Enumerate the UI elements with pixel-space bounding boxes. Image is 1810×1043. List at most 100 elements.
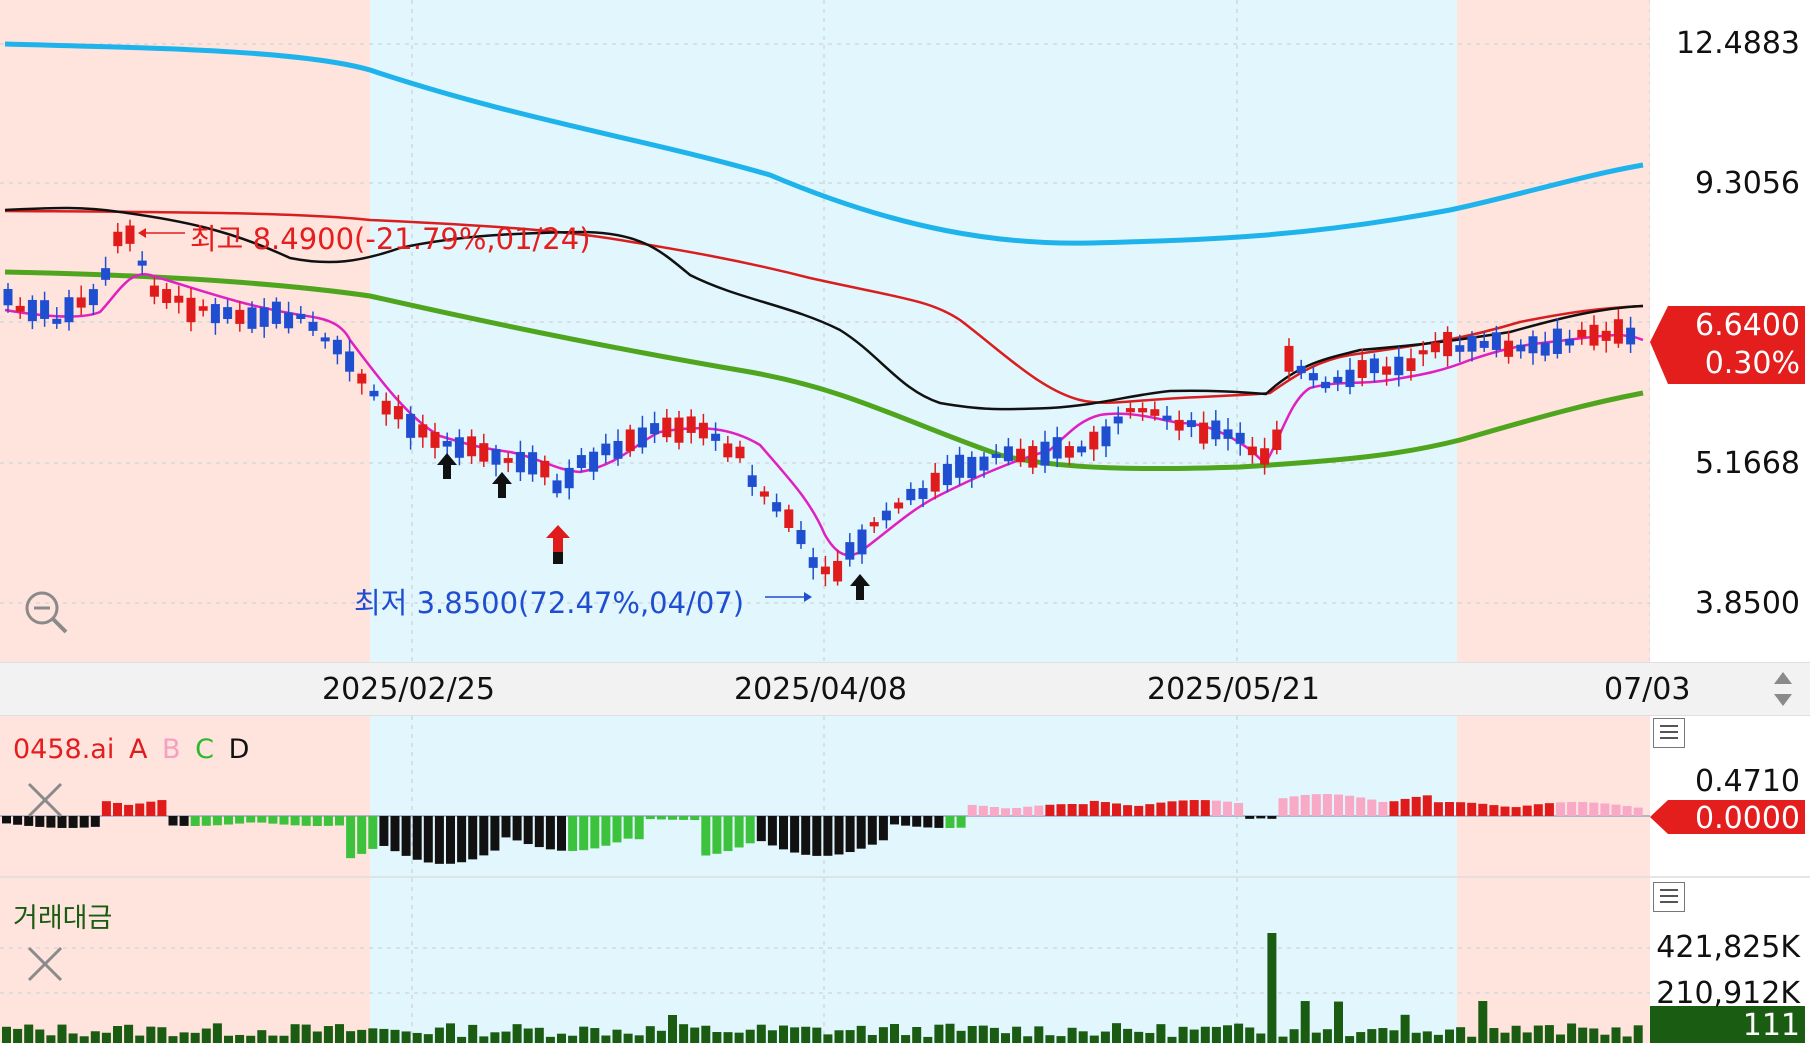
indicator-bar <box>1012 807 1022 816</box>
indicator-bar <box>1345 795 1355 816</box>
indicator-bar <box>1556 802 1565 816</box>
candle-body <box>174 295 184 303</box>
high-annotation-arrowhead <box>138 228 146 238</box>
volume-bar <box>1345 1036 1355 1043</box>
indicator-bar <box>1567 802 1577 816</box>
indicator-bar <box>668 816 677 820</box>
indicator-bar <box>1633 807 1643 816</box>
indicator-bar <box>312 816 322 826</box>
volume-bar <box>1067 1027 1077 1043</box>
candle-body <box>808 557 818 568</box>
volume-bar <box>568 1035 578 1043</box>
volume-bar <box>24 1024 34 1043</box>
candle-body <box>1504 340 1514 357</box>
candle-body <box>1125 408 1135 413</box>
indicator-bar <box>35 816 45 827</box>
date-label: 07/03 <box>1604 672 1691 707</box>
candle-body <box>454 437 464 458</box>
high-annotation: 최고 8.4900(-21.79%,01/24) <box>190 222 591 256</box>
candle-body <box>15 305 25 312</box>
candle-body <box>796 529 806 545</box>
legend-d: D <box>228 734 250 765</box>
volume-bar <box>767 1030 777 1043</box>
indicator-bar <box>457 816 467 863</box>
indicator-bar <box>335 816 344 826</box>
candle-body <box>1406 358 1416 371</box>
volume-bar <box>1045 1035 1055 1043</box>
candle-body <box>1357 360 1367 378</box>
volume-bar <box>1433 1034 1443 1043</box>
indicator-bar <box>690 816 700 820</box>
indicator-bar <box>113 802 122 816</box>
scroll-arrows-icon[interactable] <box>1768 668 1798 710</box>
indicator-bar <box>168 816 178 826</box>
candle-body <box>381 400 391 415</box>
candle-body <box>1150 409 1160 416</box>
indicator-bar <box>1134 805 1144 816</box>
indicator-bar <box>1156 802 1166 816</box>
volume-bar <box>146 1026 156 1043</box>
indicator-bar <box>1167 801 1177 816</box>
indicator-bar <box>290 816 300 826</box>
candle-body <box>406 413 416 438</box>
indicator-panel-svg[interactable] <box>0 716 1810 878</box>
indicator-bar <box>224 816 233 825</box>
volume-bar <box>1578 1027 1588 1043</box>
zoom-out-icon[interactable] <box>22 588 70 636</box>
close-volume-icon[interactable] <box>25 944 65 984</box>
volume-bar <box>1567 1023 1577 1043</box>
indicator-bar <box>446 816 455 864</box>
indicator-top-value: 0.4710 <box>1695 764 1800 799</box>
volume-bar <box>35 1029 45 1043</box>
close-indicator-icon[interactable] <box>25 780 65 820</box>
volume-bar <box>1300 1001 1310 1043</box>
volume-bar <box>1056 1036 1066 1043</box>
candle-body <box>1284 345 1294 372</box>
low-annotation: 최저 3.8500(72.47%,04/07) <box>354 586 745 620</box>
volume-bar <box>346 1031 356 1043</box>
indicator-bar <box>1311 794 1321 816</box>
candlestick-series[interactable] <box>3 219 1636 587</box>
candle-body <box>345 351 355 372</box>
indicator-bar <box>1200 800 1210 816</box>
candle-body <box>528 452 538 475</box>
candle-body <box>296 313 306 320</box>
indicator-bar <box>1511 807 1521 816</box>
indicator-bar <box>978 805 988 816</box>
indicator-bar <box>434 816 444 864</box>
volume-bar <box>668 1015 677 1043</box>
price-tick: 9.3056 <box>1695 166 1800 201</box>
low-annotation-arrowhead <box>804 592 812 602</box>
volume-bar <box>323 1026 333 1043</box>
volume-bar <box>1489 1028 1499 1043</box>
volume-bar <box>1445 1029 1454 1043</box>
volume-bar <box>68 1033 78 1043</box>
indicator-menu-icon[interactable] <box>1653 718 1685 748</box>
candle-body <box>76 297 86 308</box>
volume-bar <box>1100 1031 1110 1043</box>
candle-body <box>430 431 440 448</box>
volume-bar <box>679 1024 689 1043</box>
indicator-bar <box>1378 801 1388 816</box>
volume-menu-icon[interactable] <box>1653 882 1685 912</box>
volume-bar <box>124 1024 134 1043</box>
indicator-bar <box>1367 799 1377 816</box>
volume-panel-svg[interactable] <box>0 878 1810 1043</box>
volume-bar <box>1034 1026 1044 1043</box>
volume-grid <box>0 878 1650 1043</box>
candle-body <box>52 318 62 324</box>
indicator-bar <box>201 816 211 826</box>
indicator-bar <box>723 816 733 852</box>
signal-arrows <box>437 453 870 600</box>
zone-pink-right <box>1457 716 1650 878</box>
candle-body <box>747 475 757 487</box>
indicator-bar <box>146 801 156 816</box>
indicator-bar <box>912 816 922 827</box>
indicator-bar <box>1067 804 1077 816</box>
indicator-bar <box>623 816 633 839</box>
indicator-bar <box>157 800 167 816</box>
volume-bar <box>390 1029 400 1043</box>
volume-bar <box>1134 1031 1144 1043</box>
candle-body <box>601 443 611 456</box>
